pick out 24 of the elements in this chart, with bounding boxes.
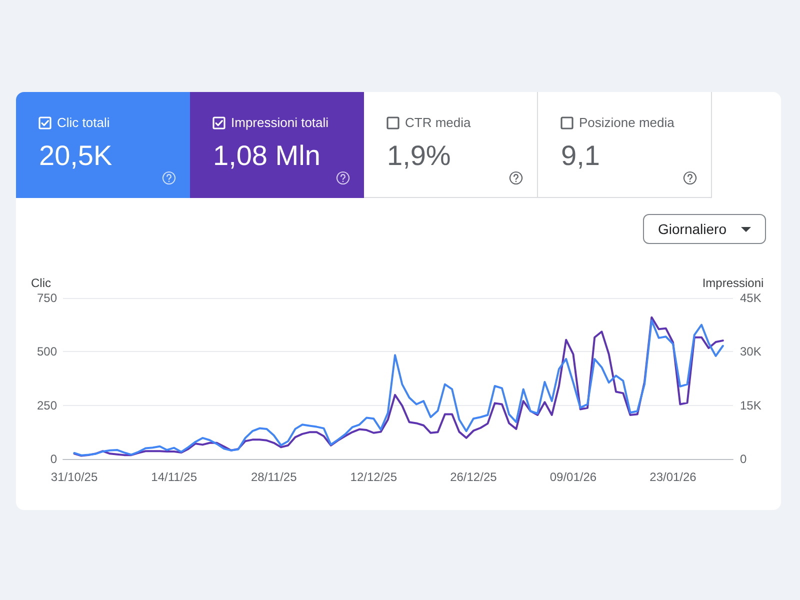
y2-tick-label: 15K xyxy=(740,398,762,412)
dropdown: Giornaliero xyxy=(643,214,766,244)
y2-tick-label: 45K xyxy=(740,291,762,305)
y-tick-label: 0 xyxy=(50,452,58,466)
metric-card: Posizione media 9,1 xyxy=(538,92,712,198)
x-tick-label: 09/01/26 xyxy=(550,470,597,484)
text: 1,08 Mln xyxy=(213,140,320,172)
x-tick-label: 12/12/25 xyxy=(350,470,398,484)
y2-axis-title: Impressioni xyxy=(702,276,764,290)
y2-tick-label: 0 xyxy=(740,452,747,466)
y-tick-label: 750 xyxy=(36,291,58,305)
x-tick-label: 14/11/25 xyxy=(151,470,198,484)
legend-label: Impressioni totali xyxy=(231,115,329,131)
x-tick-label: 31/10/25 xyxy=(50,470,98,484)
metric-card: CTR media 1,9% xyxy=(364,92,538,198)
y-tick-label: 500 xyxy=(36,344,58,359)
legend-label: Clic totali xyxy=(57,115,110,131)
x-tick-label: 28/11/25 xyxy=(250,470,298,484)
text: 20,5K xyxy=(39,140,112,172)
y-axis-title: Clic xyxy=(31,276,51,290)
x-tick-label: 23/01/26 xyxy=(650,470,697,484)
x-tick-label: 26/12/25 xyxy=(450,470,498,484)
y2-tick-label: 30K xyxy=(740,344,762,359)
y-tick-label: 250 xyxy=(36,398,58,412)
